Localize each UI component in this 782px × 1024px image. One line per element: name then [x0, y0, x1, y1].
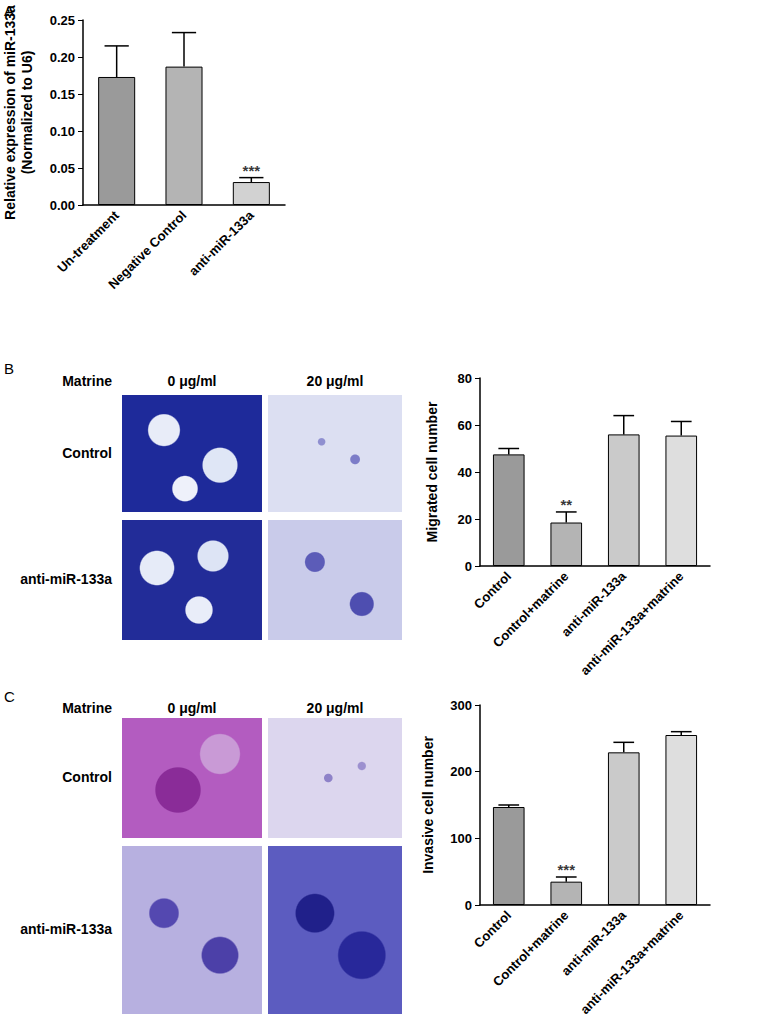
svg-text:20: 20: [458, 512, 472, 527]
svg-text:300: 300: [450, 698, 472, 713]
svg-text:0.20: 0.20: [50, 50, 75, 65]
svg-text:0: 0: [465, 559, 472, 574]
svg-text:Control+matrine: Control+matrine: [490, 569, 572, 651]
svg-text:Negative Control: Negative Control: [105, 208, 189, 292]
svg-text:0: 0: [465, 898, 472, 913]
svg-text:***: ***: [557, 861, 575, 878]
svg-text:***: ***: [243, 162, 261, 179]
svg-text:0.25: 0.25: [50, 13, 75, 28]
svg-text:0.10: 0.10: [50, 124, 75, 139]
svg-text:0.00: 0.00: [50, 198, 75, 213]
svg-text:(Normalized to U6): (Normalized to U6): [19, 51, 35, 175]
svg-text:0.05: 0.05: [50, 161, 75, 176]
svg-text:200: 200: [450, 764, 472, 779]
svg-text:Control+matrine: Control+matrine: [490, 908, 572, 990]
svg-text:Invasive cell number: Invasive cell number: [420, 736, 436, 874]
svg-text:80: 80: [458, 371, 472, 386]
svg-text:40: 40: [458, 465, 472, 480]
svg-text:60: 60: [458, 418, 472, 433]
svg-text:Un-treatment: Un-treatment: [54, 207, 122, 275]
svg-text:0.15: 0.15: [50, 87, 75, 102]
svg-text:Control: Control: [471, 908, 514, 951]
svg-text:100: 100: [450, 831, 472, 846]
svg-text:**: **: [560, 496, 572, 513]
svg-text:anti-miR-133a+matrine: anti-miR-133a+matrine: [577, 569, 686, 678]
svg-text:Migrated cell number: Migrated cell number: [424, 401, 440, 542]
svg-text:anti-miR-133a+matrine: anti-miR-133a+matrine: [577, 908, 686, 1017]
svg-text:anti-miR-133a: anti-miR-133a: [186, 207, 257, 278]
svg-text:Relative expression of miR-133: Relative expression of miR-133a: [2, 5, 18, 220]
svg-text:Control: Control: [471, 569, 514, 612]
